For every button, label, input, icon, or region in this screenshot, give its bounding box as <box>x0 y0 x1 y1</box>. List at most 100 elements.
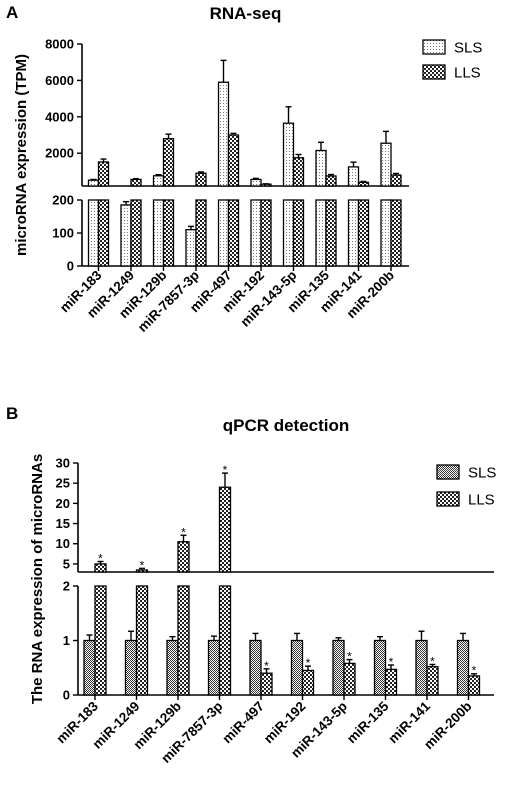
bar <box>282 122 295 187</box>
significance-star: * <box>181 525 186 539</box>
bar <box>325 175 337 187</box>
legend-label: LLS <box>454 65 481 82</box>
y-tick-label: 15 <box>56 516 70 531</box>
y-tick-label: 5 <box>63 556 70 571</box>
bar <box>357 199 370 267</box>
y-axis-label: The RNA expression of microRNAs <box>29 454 46 704</box>
y-tick-label: 30 <box>56 456 70 471</box>
bar <box>415 639 428 696</box>
bar <box>390 199 402 267</box>
chart-title: qPCR detection <box>223 416 350 435</box>
bar <box>83 639 96 696</box>
x-tick-label: miR-135 <box>344 698 392 746</box>
y-tick-label: 1 <box>63 633 70 648</box>
bar <box>325 199 337 267</box>
bar <box>218 585 232 696</box>
bar <box>467 675 481 696</box>
bar <box>292 157 305 187</box>
bar <box>218 486 232 573</box>
panel-letter: A <box>6 3 18 22</box>
significance-star: * <box>264 659 269 673</box>
chart-title: RNA-seq <box>210 4 282 23</box>
y-tick-label: 10 <box>56 536 70 551</box>
bar <box>282 199 295 267</box>
significance-star: * <box>430 654 435 668</box>
y-tick-label: 0 <box>67 259 74 274</box>
bar <box>227 134 240 187</box>
y-tick-label: 100 <box>52 226 74 241</box>
bar <box>301 669 315 696</box>
y-tick-label: 25 <box>56 476 70 491</box>
significance-star: * <box>306 656 311 670</box>
y-tick-label: 2000 <box>45 146 74 161</box>
y-tick-label: 200 <box>52 193 74 208</box>
significance-star: * <box>472 664 477 678</box>
bar <box>120 204 132 267</box>
bar <box>162 138 175 187</box>
legend-swatch <box>436 491 460 507</box>
bar <box>94 585 107 696</box>
significance-star: * <box>140 558 145 572</box>
bar <box>390 174 402 187</box>
significance-star: * <box>98 552 103 566</box>
bar <box>124 639 138 696</box>
legend-swatch <box>422 64 446 80</box>
bar <box>152 175 165 187</box>
y-tick-label: 6000 <box>45 73 74 88</box>
bar <box>97 199 110 267</box>
bar <box>343 662 356 696</box>
bar <box>315 199 327 267</box>
bar <box>347 199 360 267</box>
bar <box>217 199 230 267</box>
bar <box>185 229 197 267</box>
bar <box>177 585 190 696</box>
bar <box>227 199 240 267</box>
bar <box>384 668 398 696</box>
legend-label: SLS <box>468 465 496 482</box>
bar <box>426 666 439 696</box>
bar <box>195 172 207 187</box>
bar <box>380 142 392 187</box>
y-tick-label: 8000 <box>45 37 74 52</box>
x-tick-label: miR-497 <box>219 699 267 747</box>
bar <box>290 639 304 696</box>
bar <box>207 639 221 696</box>
bar <box>97 161 110 187</box>
bar <box>373 639 387 696</box>
bar <box>195 199 207 267</box>
legend-label: LLS <box>468 492 495 509</box>
bar <box>177 541 190 573</box>
bar <box>260 199 272 267</box>
bar <box>249 639 262 696</box>
y-tick-label: 0 <box>63 688 70 703</box>
bar <box>357 181 370 187</box>
panel-letter: B <box>6 404 18 423</box>
bar <box>130 178 142 187</box>
bar <box>250 199 262 267</box>
bar <box>152 199 165 267</box>
bar <box>456 639 470 696</box>
y-axis-label: microRNA expression (TPM) <box>13 54 30 256</box>
legend-swatch <box>422 39 446 55</box>
bar <box>315 149 327 187</box>
panel-a: A RNA-seq microRNA expression (TPM) 0 100 200… <box>6 3 482 335</box>
legend-swatch <box>436 464 460 480</box>
bar <box>380 199 392 267</box>
legend-label: SLS <box>454 40 482 57</box>
bar <box>162 199 175 267</box>
significance-star: * <box>347 650 352 664</box>
bar <box>135 585 149 696</box>
y-tick-label: 2 <box>63 579 70 594</box>
bar <box>250 178 262 187</box>
y-tick-label: 4000 <box>45 109 74 124</box>
significance-star: * <box>223 463 228 477</box>
bar <box>260 672 273 696</box>
bar <box>130 199 142 267</box>
bar <box>217 81 230 187</box>
bar <box>87 199 100 267</box>
bar <box>292 199 305 267</box>
bar <box>87 179 100 187</box>
y-tick-label: 20 <box>56 496 70 511</box>
